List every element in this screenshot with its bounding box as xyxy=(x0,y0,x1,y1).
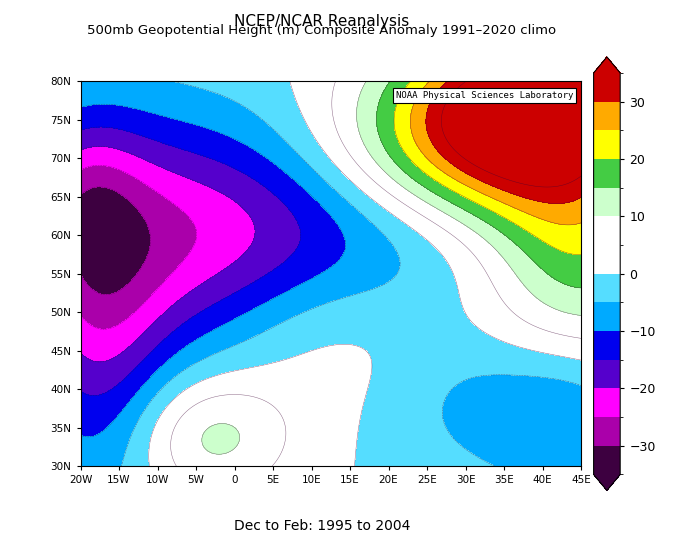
Text: NCEP/NCAR Reanalysis: NCEP/NCAR Reanalysis xyxy=(234,14,410,29)
Text: Dec to Feb: 1995 to 2004: Dec to Feb: 1995 to 2004 xyxy=(234,519,410,533)
PathPatch shape xyxy=(594,57,620,73)
PathPatch shape xyxy=(594,474,620,491)
Text: NOAA Physical Sciences Laboratory: NOAA Physical Sciences Laboratory xyxy=(396,91,573,100)
Text: 500mb Geopotential Height (m) Composite Anomaly 1991–2020 climo: 500mb Geopotential Height (m) Composite … xyxy=(88,24,556,37)
